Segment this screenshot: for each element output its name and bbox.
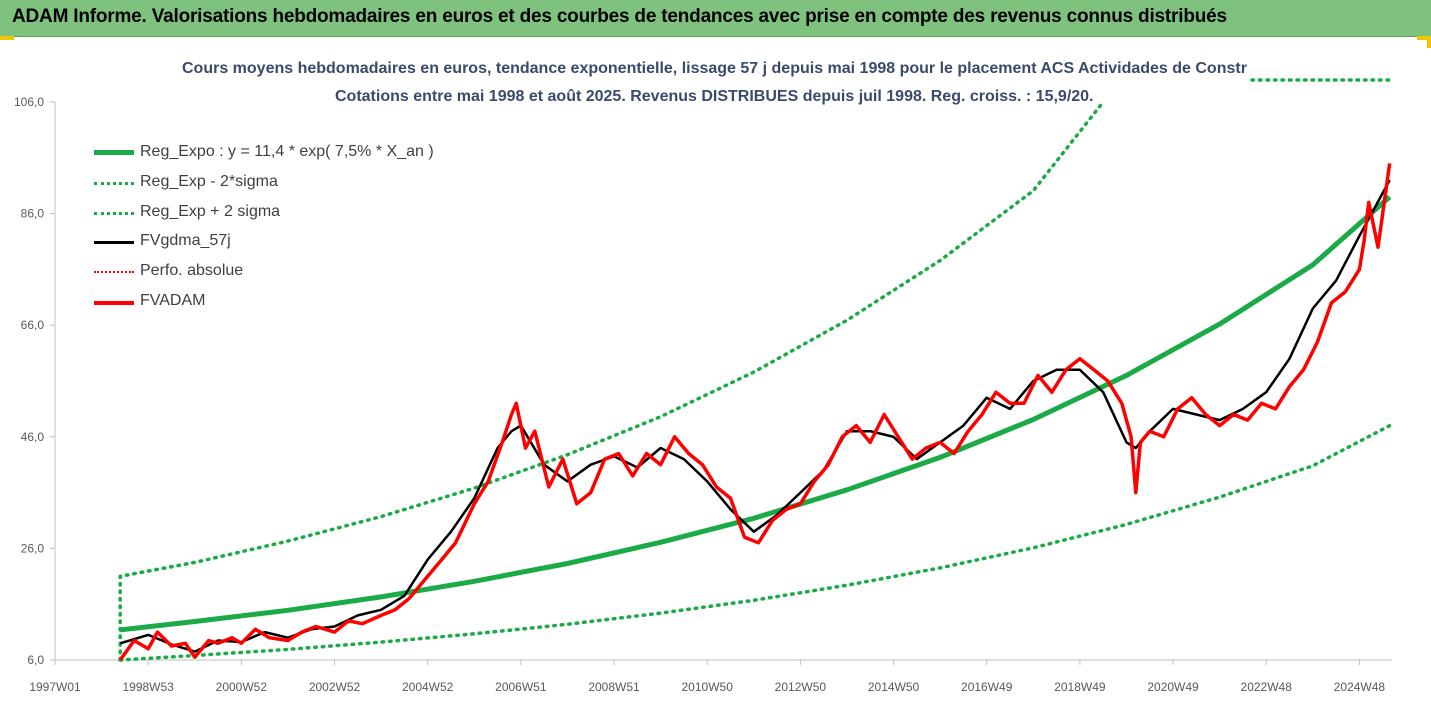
- banner: ADAM Informe. Valorisations hebdomadaire…: [0, 0, 1431, 37]
- corner-accent-right-v: [1427, 36, 1431, 48]
- series-line-0: [119, 195, 1392, 633]
- legend-swatch-solid-black: [94, 241, 134, 244]
- x-tick-label: 2018W49: [1054, 680, 1106, 694]
- series-line-3: [119, 179, 1391, 653]
- x-tick-label: 2004W52: [402, 680, 454, 694]
- x-tick-label: 2006W51: [495, 680, 547, 694]
- chart-subtitle: Cotations entre mai 1998 et août 2025. R…: [335, 88, 1094, 105]
- legend-swatch-dotted-red: [94, 271, 134, 273]
- series-line-1: [118, 423, 1392, 662]
- x-tick-label: 2008W51: [588, 680, 640, 694]
- y-tick-label: 6,0: [27, 653, 44, 667]
- y-tick-label: 86,0: [21, 207, 45, 221]
- series-line-5: [118, 163, 1392, 662]
- chart-title: Cours moyens hebdomadaires en euros, ten…: [182, 60, 1247, 77]
- legend-swatch-dotted-green: [94, 212, 134, 215]
- legend-swatch-dotted-green: [94, 182, 134, 185]
- legend-swatch-solid-red: [94, 301, 134, 305]
- legend-label: FVADAM: [140, 292, 206, 309]
- x-tick-label: 1997W01: [29, 680, 81, 694]
- x-tick-label: 2016W49: [961, 680, 1013, 694]
- legend-label: FVgdma_57j: [140, 232, 231, 249]
- legend-swatch-solid-green: [94, 150, 134, 155]
- x-tick-label: 2020W49: [1147, 680, 1199, 694]
- banner-title: ADAM Informe. Valorisations hebdomadaire…: [12, 6, 1227, 27]
- x-tick-label: 2010W50: [682, 680, 734, 694]
- legend-label: Reg_Exp - 2*sigma: [140, 173, 278, 190]
- y-tick-label: 46,0: [21, 430, 45, 444]
- legend-label: Perfo. absolue: [140, 262, 244, 279]
- legend-label: Reg_Exp + 2 sigma: [140, 203, 281, 220]
- x-tick-label: 2022W48: [1241, 680, 1293, 694]
- series-line-2: [118, 100, 1105, 662]
- corner-accent-left: [0, 36, 14, 40]
- corner-accent-right: [1417, 36, 1431, 40]
- x-tick-label: 2012W50: [775, 680, 827, 694]
- y-tick-label: 106,0: [14, 95, 44, 109]
- x-tick-label: 2024W48: [1334, 680, 1386, 694]
- y-tick-label: 26,0: [21, 541, 45, 555]
- y-tick-label: 66,0: [21, 318, 45, 332]
- x-tick-label: 2014W50: [868, 680, 920, 694]
- x-tick-label: 2002W52: [309, 680, 361, 694]
- x-tick-label: 2000W52: [216, 680, 268, 694]
- x-tick-label: 1998W53: [122, 680, 174, 694]
- legend-label: Reg_Expo : y = 11,4 * exp( 7,5% * X_an ): [140, 143, 434, 160]
